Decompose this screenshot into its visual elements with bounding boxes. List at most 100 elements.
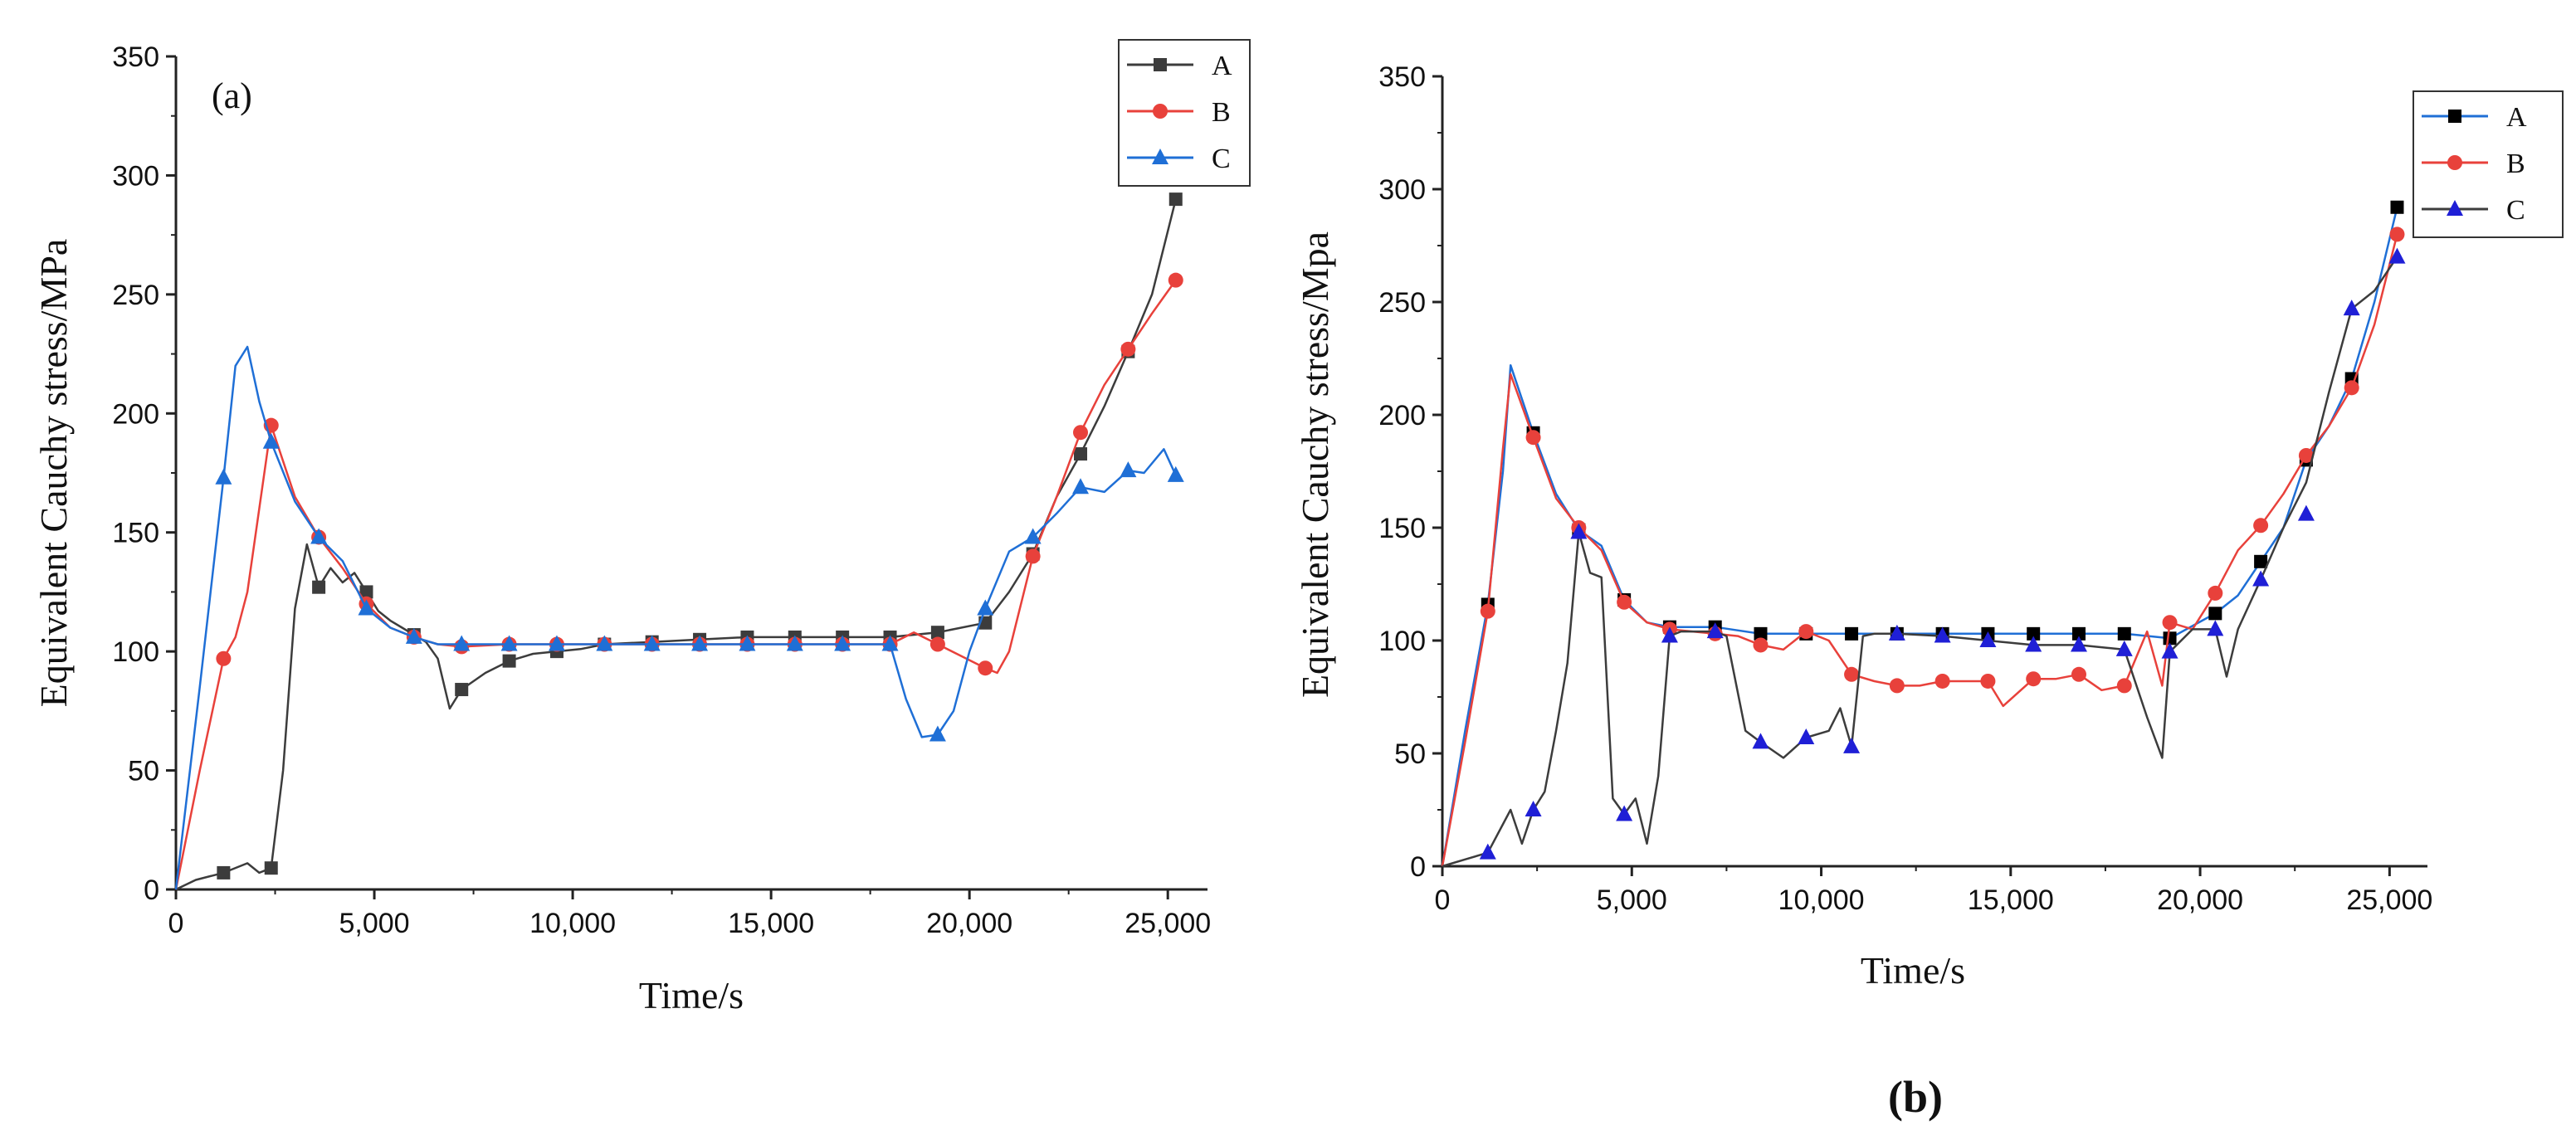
data-point-b-b [1480, 603, 1495, 619]
data-point-c-a [929, 725, 946, 742]
data-point-b-b [2026, 671, 2042, 687]
data-point-a-b [1845, 626, 1859, 641]
data-point-b-b [1934, 673, 1950, 689]
data-point-a-a [1168, 192, 1183, 207]
data-point-b-a [929, 636, 945, 652]
plot-area-b: 0 50 100 150 200 250 300 350 0 5,000 10,000 15,000 2… [1378, 61, 2564, 916]
data-point-b-a [1073, 425, 1089, 441]
data-point-c-a [310, 528, 328, 544]
y-tick-label-a: 300 [112, 160, 159, 192]
data-point-a-b [2163, 631, 2177, 646]
data-point-c-b [2252, 570, 2270, 587]
data-point-c-b [2297, 504, 2315, 521]
y-tick-label-a: 100 [112, 636, 159, 668]
x-tick-label-b: 20,000 [2157, 884, 2243, 916]
data-point-c-b [1479, 843, 1496, 860]
data-point-c-a [215, 468, 232, 485]
data-point-c-a [1024, 528, 1042, 544]
data-point-c-a [596, 635, 613, 651]
data-point-c-a [405, 627, 422, 644]
y-tick-label-b: 300 [1378, 174, 1426, 206]
x-tick-label-b: 25,000 [2346, 884, 2432, 916]
x-tick-label-a: 10,000 [529, 908, 616, 939]
legend-label-c-a: C [1212, 144, 1231, 174]
data-point-b-b [2298, 447, 2314, 463]
data-point-b-b [1798, 624, 1814, 640]
data-point-c-a [834, 635, 851, 651]
x-tick-label-b: 0 [1435, 884, 1451, 916]
data-point-c-b [1979, 631, 1997, 647]
data-point-a-a [502, 654, 516, 668]
data-point-a-a [312, 580, 326, 594]
x-tick-label-b: 15,000 [1968, 884, 2054, 916]
data-point-c-b [1661, 626, 1678, 643]
y-tick-label-a: 200 [112, 398, 159, 430]
data-point-c-b [2207, 620, 2224, 636]
x-axis-title-a: Time/s [639, 974, 744, 1016]
y-tick-label-b: 350 [1378, 61, 1426, 93]
x-tick-label-a: 15,000 [728, 908, 814, 939]
plot-area-a: 0 50 100 150 200 250 300 350 0 5,000 10,000 15,000 2… [112, 39, 1251, 939]
data-point-b-b [2389, 227, 2405, 242]
data-point-b-b [2071, 666, 2086, 682]
x-tick-label-a: 0 [168, 908, 184, 939]
y-tick-label-a: 150 [112, 518, 159, 549]
data-point-c-b [2115, 640, 2133, 656]
legend-marker-a-b [2448, 110, 2461, 123]
data-point-a-b [2208, 607, 2222, 621]
data-point-c-b [2070, 636, 2087, 652]
x-tick-label-a: 25,000 [1125, 908, 1211, 939]
data-point-c-a [262, 432, 280, 449]
x-tick-label-b: 10,000 [1778, 884, 1865, 916]
data-point-b-a [1168, 272, 1183, 288]
data-point-a-b [2390, 200, 2404, 214]
data-point-b-b [1980, 673, 1996, 689]
data-point-a-a [359, 585, 373, 599]
data-point-c-a [691, 635, 709, 651]
legend-box-b [2413, 90, 2564, 238]
data-point-b-b [2253, 518, 2269, 534]
data-point-b-a [1120, 341, 1136, 357]
data-point-c-b [1570, 523, 1588, 539]
y-tick-label-a: 0 [144, 875, 159, 906]
legend-marker-c-b [2447, 200, 2463, 216]
data-point-c-b [2161, 642, 2178, 659]
legend-label-a-b: A [2506, 102, 2527, 133]
data-point-c-b [2025, 636, 2042, 652]
y-tick-label-b: 200 [1378, 400, 1426, 431]
data-point-c-b [1843, 737, 1861, 753]
data-point-b-a [216, 650, 232, 666]
y-tick-label-b: 150 [1378, 513, 1426, 544]
data-point-c-a [548, 635, 565, 651]
data-point-b-a [978, 660, 993, 676]
y-axis-title-b: Equivalent Cauchy stress/Mpa [1294, 231, 1336, 698]
data-point-c-a [1120, 461, 1137, 478]
data-point-b-b [2162, 615, 2178, 631]
data-point-a-a [264, 861, 278, 875]
series-line-b-b [1441, 234, 2398, 867]
data-point-c-b [1888, 624, 1905, 641]
y-tick-label-b: 50 [1394, 738, 1426, 770]
y-tick-label-b: 100 [1378, 626, 1426, 657]
legend-label-b-b: B [2506, 149, 2525, 179]
data-point-c-a [643, 635, 661, 651]
data-point-c-b [1525, 801, 1542, 816]
data-point-a-a [930, 626, 944, 640]
data-point-b-b [1844, 666, 1860, 682]
data-point-b-b [1617, 594, 1632, 610]
data-point-b-b [2344, 380, 2359, 396]
legend-marker-b-a [1153, 104, 1168, 119]
data-point-a-a [1074, 447, 1088, 461]
data-point-c-b [2388, 247, 2406, 264]
data-point-a-a [455, 683, 469, 697]
y-axis-title-a: Equivalent Cauchy stress/MPa [32, 239, 75, 708]
data-point-c-b [1934, 626, 1951, 643]
data-point-b-b [2116, 678, 2132, 694]
y-tick-label-a: 50 [128, 756, 159, 787]
data-point-c-b [1752, 733, 1769, 749]
y-tick-label-b: 250 [1378, 287, 1426, 319]
legend-label-b-a: B [1212, 97, 1231, 128]
data-point-c-a [881, 635, 899, 651]
